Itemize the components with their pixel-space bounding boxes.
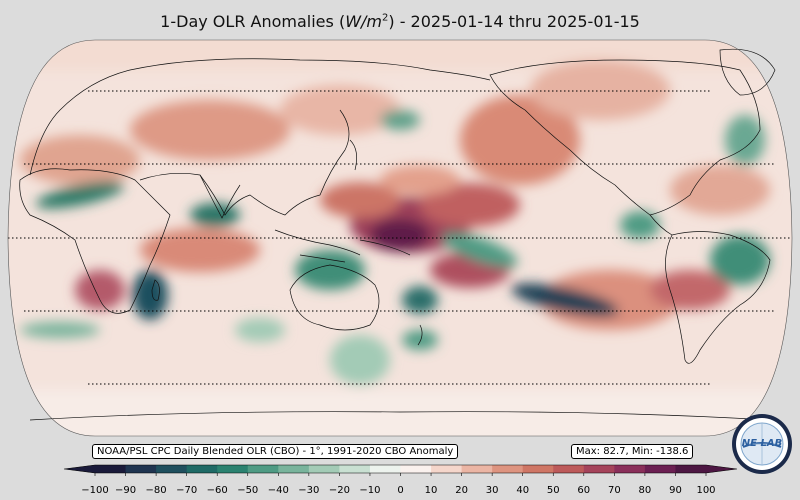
stats-readout: Max: 82.7, Min: -138.6 [571,444,694,459]
noaa-psl-logo: NE LAB [732,414,792,474]
map-border [7,39,793,437]
latitude-gridlines [8,90,792,385]
anomaly-field [8,40,792,436]
data-source-note: NOAA/PSL CPC Daily Blended OLR (CBO) - 1… [92,444,459,459]
coastlines [19,48,776,421]
svg-text:NE LAB: NE LAB [742,438,782,449]
map-title: 1-Day OLR Anomalies (W/m2) - 2025-01-14 … [160,12,640,31]
